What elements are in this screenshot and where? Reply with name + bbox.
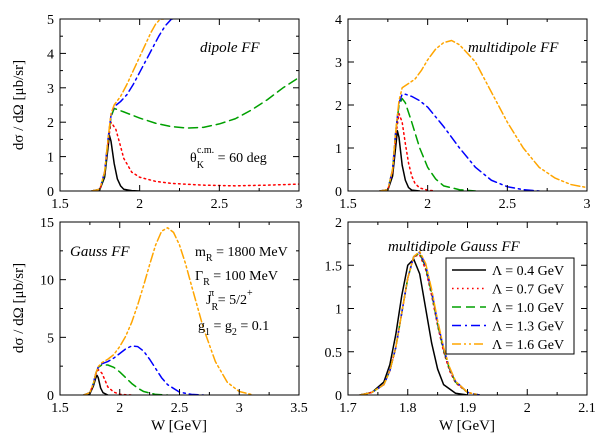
dipole-x-tick-label: 2.5: [211, 197, 229, 212]
dipole-curve-lambda-1-6: [91, 19, 165, 191]
gauss-curves: [83, 227, 252, 395]
dipole-title: dipole FF: [200, 40, 260, 56]
gauss-param-width: ΓR = 100 MeV: [195, 269, 278, 288]
panel-multidipole: 1.5 2 2.5 3 0 1 2 3 4 multidipole FF: [335, 13, 591, 212]
panel-multidipole-gauss: 1.7 1.8 1.9 2 2.1 0 0.5 1 1.5 2 multidipole Gauss…: [325, 216, 596, 434]
dipole-y-tick-label: 2: [47, 116, 54, 131]
multidipole-gauss-x-tick-label: 2.1: [578, 401, 596, 416]
dipole-y-tick-label: 1: [47, 151, 54, 166]
gauss-y-tick-label: 15: [40, 216, 54, 231]
dipole-curve-lambda-1: [91, 76, 299, 191]
dipole-y-axis-label: dσ / dΩ [μb/sr]: [11, 60, 27, 150]
panel-dipole: 1.5 2 2.5 3 0 1 2 3 4 5 dipole FF θKc.m. = 60 deg…: [11, 13, 303, 212]
multidipole-gauss-y-tick-label: 1.5: [325, 259, 343, 274]
multidipole-ticks: 1.5 2 2.5 3 0 1 2 3 4: [335, 13, 591, 212]
dipole-x-tick-label: 3: [296, 197, 303, 212]
gauss-x-axis-label: W [GeV]: [151, 418, 207, 434]
dipole-curve-lambda-1-3: [91, 19, 176, 191]
dipole-y-tick-label: 0: [47, 185, 54, 200]
dipole-x-tick-label: 2: [136, 197, 143, 212]
multidipole-gauss-curves: [359, 250, 481, 395]
legend-label: Λ = 1.6 GeV: [492, 338, 564, 353]
gauss-curve-lambda-1-6: [83, 227, 252, 395]
gauss-x-tick-label: 1.5: [51, 401, 69, 416]
multidipole-x-tick-label: 1.5: [339, 197, 357, 212]
multidipole-gauss-curve-lambda-1-6: [359, 250, 481, 395]
gauss-x-tick-label: 2.5: [171, 401, 189, 416]
multidipole-gauss-y-tick-label: 0: [335, 389, 342, 404]
multidipole-curves: [379, 39, 587, 191]
panel-gauss: 1.5 2 2.5 3 3.5 0 5 10 15 Gauss FF mR = 1800 MeV…: [11, 216, 308, 434]
multidipole-gauss-x-tick-label: 1.7: [339, 401, 357, 416]
dipole-angle-annotation: θKc.m. = 60 deg: [190, 145, 267, 171]
gauss-y-axis-label: dσ / dΩ [μb/sr]: [11, 263, 27, 353]
multidipole-y-tick-label: 4: [335, 13, 342, 28]
dipole-y-tick-label: 3: [47, 82, 54, 97]
multidipole-gauss-x-axis-label: W [GeV]: [439, 418, 495, 434]
multidipole-gauss-x-tick-label: 1.9: [459, 401, 477, 416]
legend-label: Λ = 1.0 GeV: [492, 301, 564, 316]
legend-label: Λ = 1.3 GeV: [492, 320, 564, 335]
gauss-curve-lambda-1-3: [83, 345, 205, 395]
multidipole-gauss-x-tick-label: 1.8: [399, 401, 417, 416]
legend-items: Λ = 0.4 GeV Λ = 0.7 GeV Λ = 1.0 GeV Λ = 1.3…: [452, 264, 564, 353]
multidipole-x-tick-label: 2.5: [499, 197, 517, 212]
multidipole-curve-lambda-1-6: [379, 39, 587, 191]
legend-label: Λ = 0.4 GeV: [492, 264, 564, 279]
multidipole-gauss-y-tick-label: 0.5: [325, 346, 343, 361]
multidipole-x-tick-label: 2: [424, 197, 431, 212]
gauss-y-tick-label: 0: [47, 389, 54, 404]
gauss-x-tick-label: 3: [236, 401, 243, 416]
multidipole-x-tick-label: 3: [584, 197, 591, 212]
dipole-curve-lambda-0-4: [91, 134, 141, 191]
multidipole-curve-lambda-0-4: [379, 130, 421, 191]
gauss-param-mass: mR = 1800 MeV: [195, 245, 288, 264]
multidipole-gauss-title: multidipole Gauss FF: [388, 239, 520, 255]
dipole-y-tick-label: 4: [47, 47, 54, 62]
gauss-param-spin: JRπ = 5/2+: [206, 288, 253, 313]
gauss-y-tick-label: 10: [40, 274, 54, 289]
multidipole-y-tick-label: 1: [335, 142, 342, 157]
gauss-x-tick-label: 3.5: [290, 401, 308, 416]
gauss-param-couplings: g1 = g2 = 0.1: [198, 319, 269, 338]
multidipole-y-tick-label: 2: [335, 99, 342, 114]
dipole-ticks: 1.5 2 2.5 3 0 1 2 3 4 5: [47, 13, 303, 212]
multidipole-gauss-y-tick-label: 2: [335, 216, 342, 231]
multidipole-gauss-x-tick-label: 2: [524, 401, 531, 416]
gauss-x-tick-label: 2: [116, 401, 123, 416]
legend-label: Λ = 0.7 GeV: [492, 283, 564, 298]
gauss-ticks: 1.5 2 2.5 3 3.5 0 5 10 15: [40, 216, 308, 416]
multidipole-gauss-ticks: 1.7 1.8 1.9 2 2.1 0 0.5 1 1.5 2: [325, 216, 596, 416]
legend-box: [445, 257, 575, 355]
multidipole-curve-lambda-1-3: [379, 93, 540, 191]
dipole-y-tick-label: 5: [47, 13, 54, 28]
multidipole-curve-lambda-0-7: [379, 112, 437, 191]
legend: Λ = 0.4 GeV Λ = 0.7 GeV Λ = 1.0 GeV Λ = 1.3…: [445, 257, 575, 355]
multidipole-y-tick-label: 0: [335, 185, 342, 200]
multidipole-gauss-y-tick-label: 1: [335, 303, 342, 318]
multidipole-y-tick-label: 3: [335, 56, 342, 71]
multidipole-title: multidipole FF: [468, 40, 559, 56]
dipole-x-tick-label: 1.5: [51, 197, 69, 212]
gauss-title: Gauss FF: [70, 244, 130, 260]
gauss-y-tick-label: 5: [47, 331, 54, 346]
